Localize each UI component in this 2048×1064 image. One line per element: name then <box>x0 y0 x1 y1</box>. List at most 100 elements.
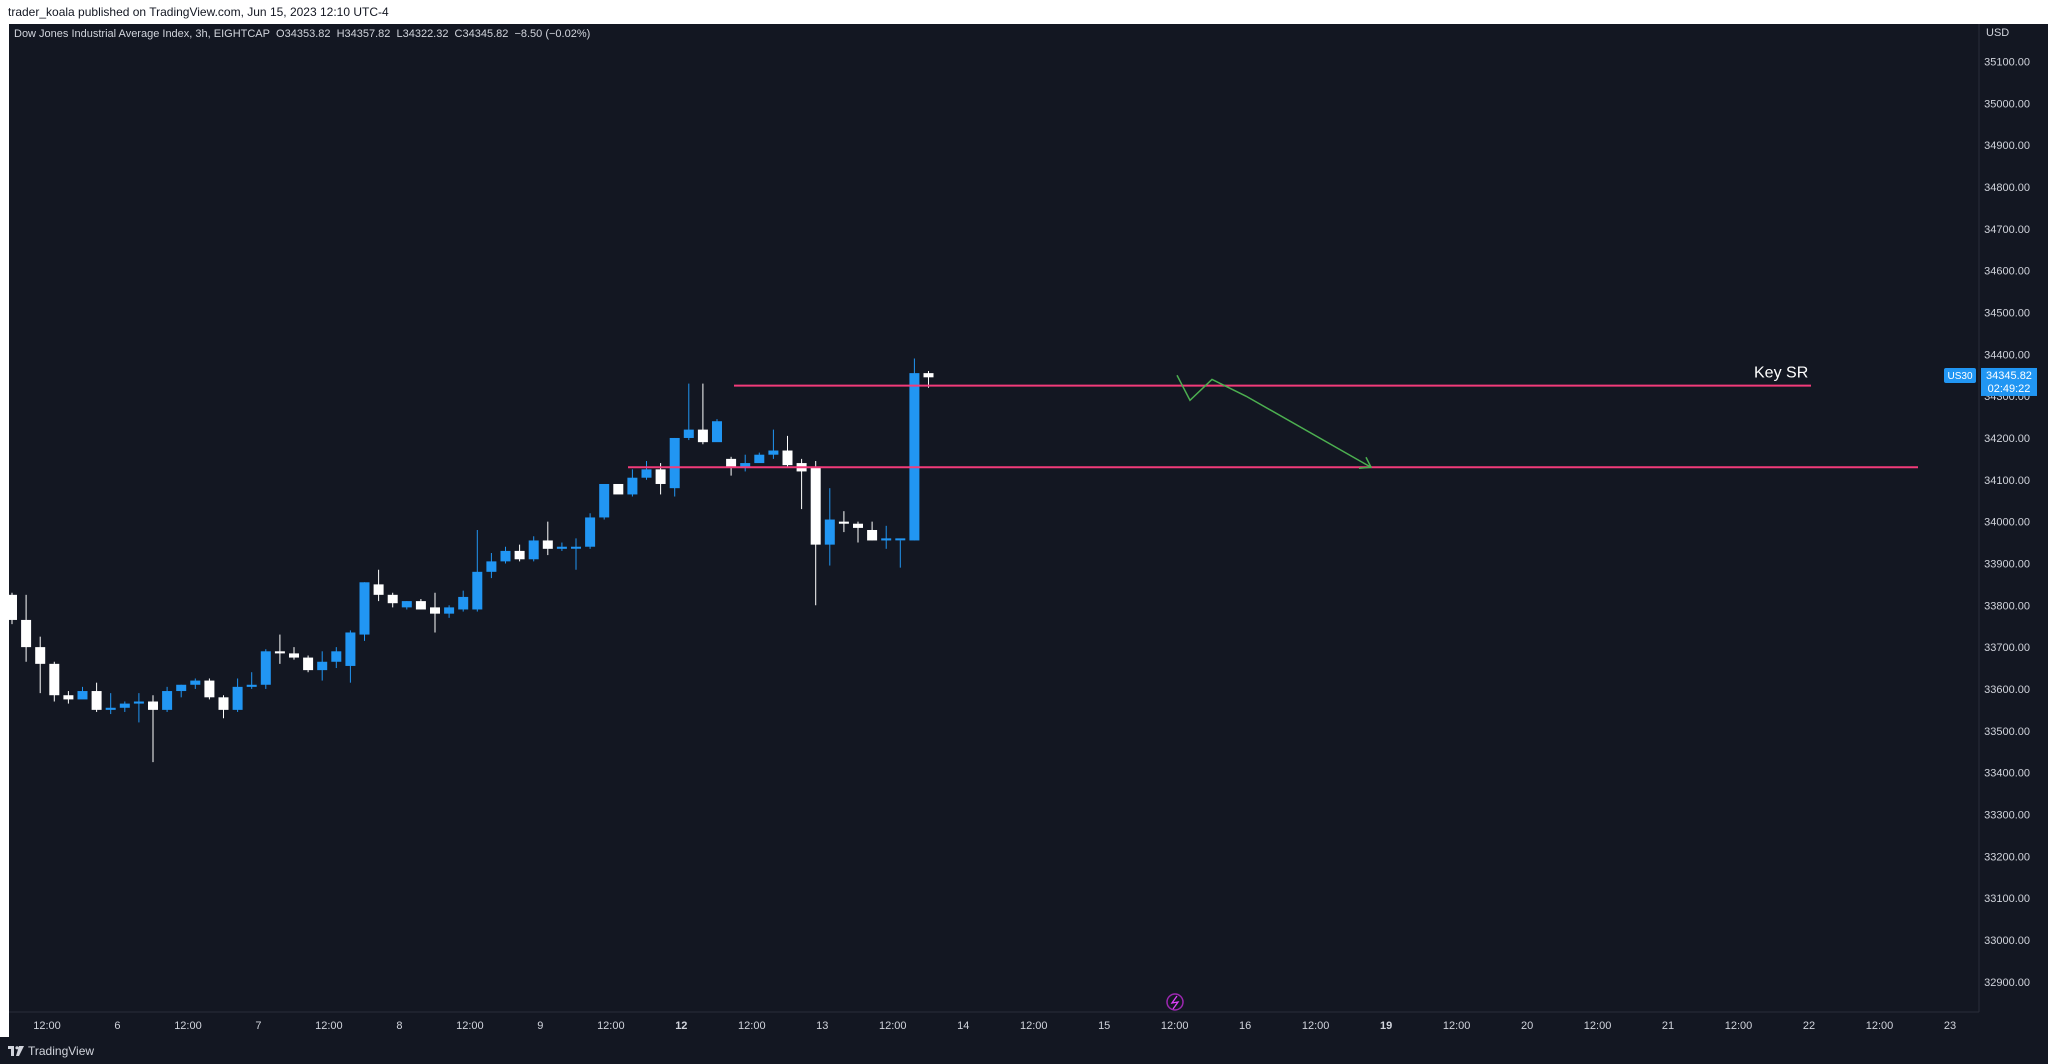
footer-bar <box>0 1037 2048 1064</box>
candle-body <box>91 691 102 710</box>
time-tick-label: 12 <box>675 1020 687 1032</box>
time-tick-label: 12:00 <box>879 1020 907 1032</box>
candle-body <box>923 373 934 378</box>
candle-body <box>274 651 285 654</box>
candle-body <box>359 582 370 635</box>
candle-body <box>133 701 144 704</box>
price-tick-label: 35000.00 <box>1984 98 2030 110</box>
price-tick-label: 34900.00 <box>1984 140 2030 152</box>
publish-bar: trader_koala published on TradingView.co… <box>0 0 2048 24</box>
time-tick-label: 12:00 <box>1584 1020 1612 1032</box>
projection-path <box>1176 374 1372 468</box>
time-tick-label: 14 <box>957 1020 969 1032</box>
symbol-tag: US30 <box>1947 371 1972 382</box>
candle-body <box>303 657 314 671</box>
candle-body <box>754 454 765 464</box>
candle-body <box>782 450 793 466</box>
price-tick-label: 33900.00 <box>1984 558 2030 570</box>
price-tick-label: 34000.00 <box>1984 517 2030 529</box>
tradingview-logo-icon <box>8 1046 24 1056</box>
candle-body <box>655 469 666 484</box>
candle-body <box>599 483 610 518</box>
candle-body <box>697 429 708 443</box>
key-sr-label: Key SR <box>1754 365 1808 382</box>
time-tick-label: 8 <box>396 1020 402 1032</box>
legend-low-label: L <box>396 28 403 40</box>
price-tick-label: 33300.00 <box>1984 809 2030 821</box>
candle-body <box>35 647 46 664</box>
last-price-box <box>1981 367 2037 396</box>
candle-body <box>514 550 525 560</box>
publisher-text: trader_koala published on TradingView.co… <box>8 5 389 19</box>
time-tick-label: 12:00 <box>1161 1020 1189 1032</box>
price-tick-label: 33500.00 <box>1984 726 2030 738</box>
candle-body <box>571 546 581 549</box>
candle-body <box>119 703 130 708</box>
last-price-label: 34345.82 <box>1986 370 2032 382</box>
candle-body <box>49 663 60 696</box>
candle-body <box>218 697 229 710</box>
candle-body <box>881 538 892 541</box>
candle-body <box>176 684 187 692</box>
time-tick-label: 7 <box>255 1020 261 1032</box>
legend-high-label: H <box>336 28 345 40</box>
candle-body <box>528 540 539 560</box>
candle-body <box>148 701 158 710</box>
candle-body <box>500 550 511 562</box>
legend-open: 34353.82 <box>284 28 331 40</box>
price-axis-currency: USD <box>1986 27 2009 39</box>
price-tick-label: 35100.00 <box>1984 57 2030 69</box>
legend-high: 34357.82 <box>344 28 391 40</box>
candle-body <box>458 596 469 610</box>
legend-close-label: C <box>454 28 463 40</box>
projection-arrowhead <box>1358 456 1373 469</box>
time-tick-label: 21 <box>1662 1020 1674 1032</box>
candle-body <box>895 538 906 541</box>
price-tick-label: 34200.00 <box>1984 433 2030 445</box>
time-tick-label: 12:00 <box>1725 1020 1753 1032</box>
candle-body <box>909 373 920 541</box>
time-tick-label: 12:00 <box>456 1020 484 1032</box>
candle-body <box>387 594 398 604</box>
countdown-label: 02:49:22 <box>1988 383 2031 395</box>
candle-body <box>556 546 567 549</box>
price-tick-label: 34100.00 <box>1984 475 2030 487</box>
candle-body <box>232 686 243 710</box>
candle-body <box>740 463 751 468</box>
candle-body <box>373 584 384 595</box>
candle-body <box>21 619 32 648</box>
tradingview-logo[interactable]: TradingView <box>8 1044 94 1058</box>
time-tick-label: 12:00 <box>597 1020 625 1032</box>
time-tick-label: 12:00 <box>1866 1020 1894 1032</box>
candle-body <box>683 429 694 438</box>
price-tick-label: 34400.00 <box>1984 349 2030 361</box>
candle-body <box>838 521 849 524</box>
candle-body <box>712 421 722 443</box>
price-tick-label: 33400.00 <box>1984 768 2030 780</box>
event-marker-icon <box>1166 993 1184 1011</box>
time-tick-label: 12:00 <box>315 1020 343 1032</box>
price-tick-label: 33000.00 <box>1984 935 2030 947</box>
price-tick-label: 33200.00 <box>1984 851 2030 863</box>
time-tick-label: 20 <box>1521 1020 1533 1032</box>
price-tick-label: 34700.00 <box>1984 224 2030 236</box>
candle-body <box>867 529 878 541</box>
candle-body <box>768 450 779 455</box>
candle-body <box>331 651 342 662</box>
lightning-icon <box>1170 995 1180 1010</box>
time-tick-label: 12:00 <box>1020 1020 1048 1032</box>
candle-body <box>246 684 257 687</box>
candle-body <box>77 691 88 700</box>
candle-body <box>345 632 356 666</box>
footer-brand: TradingView <box>28 1044 95 1058</box>
symbol-legend: Dow Jones Industrial Average Index, 3h, … <box>14 28 593 40</box>
time-tick-label: 16 <box>1239 1020 1251 1032</box>
candle-body <box>472 571 483 610</box>
candle-body <box>669 437 680 489</box>
candle-body <box>105 707 116 710</box>
candle-body <box>810 467 821 545</box>
price-tick-label: 33100.00 <box>1984 893 2030 905</box>
price-tick-label: 32900.00 <box>1984 977 2030 989</box>
time-tick-label: 22 <box>1803 1020 1815 1032</box>
